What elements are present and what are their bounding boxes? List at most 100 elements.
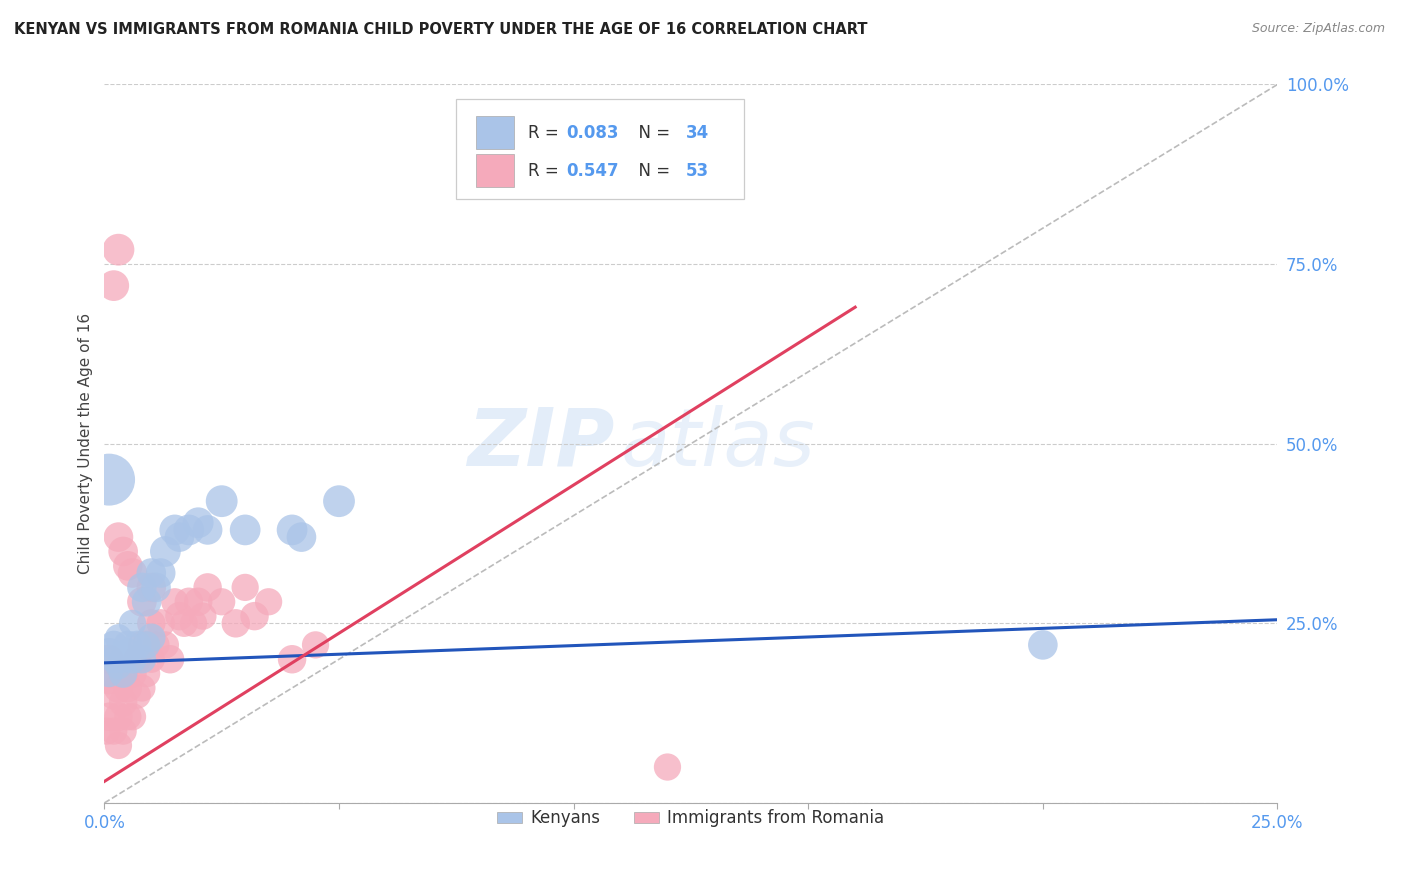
Point [127, 652, 149, 666]
Point [141, 616, 163, 631]
Point [121, 710, 143, 724]
Point [141, 566, 163, 580]
Point [187, 516, 209, 530]
Point [135, 638, 157, 652]
Text: 0.083: 0.083 [567, 124, 619, 142]
Point [141, 581, 163, 595]
Point [98, 673, 121, 688]
Point [163, 523, 186, 537]
Text: R =: R = [527, 124, 564, 142]
Point [107, 710, 129, 724]
Point [187, 595, 209, 609]
Point [211, 595, 233, 609]
Text: KENYAN VS IMMIGRANTS FROM ROMANIA CHILD POVERTY UNDER THE AGE OF 16 CORRELATION : KENYAN VS IMMIGRANTS FROM ROMANIA CHILD … [14, 22, 868, 37]
Point [96, 724, 118, 739]
Point [117, 681, 139, 695]
Point [131, 681, 153, 695]
Point [107, 659, 129, 673]
Text: 0.547: 0.547 [567, 161, 619, 179]
Point [98, 652, 121, 666]
Point [131, 638, 153, 652]
Point [135, 666, 157, 681]
Point [131, 581, 153, 595]
Point [135, 595, 157, 609]
Point [183, 616, 205, 631]
Point [103, 278, 125, 293]
Point [112, 652, 135, 666]
Point [163, 595, 186, 609]
Point [121, 616, 143, 631]
Point [328, 494, 350, 508]
Point [281, 523, 304, 537]
Point [197, 523, 219, 537]
Point [103, 652, 125, 666]
Text: N =: N = [627, 161, 675, 179]
Point [155, 544, 177, 558]
FancyBboxPatch shape [477, 117, 513, 149]
Point [98, 473, 121, 487]
Point [103, 724, 125, 739]
Y-axis label: Child Poverty Under the Age of 16: Child Poverty Under the Age of 16 [79, 313, 93, 574]
FancyBboxPatch shape [477, 154, 513, 186]
Text: ZIP: ZIP [467, 405, 614, 483]
Point [107, 631, 129, 645]
Point [112, 666, 135, 681]
Point [112, 544, 135, 558]
Point [281, 652, 304, 666]
Point [177, 523, 200, 537]
Point [243, 609, 266, 624]
Point [131, 652, 153, 666]
Point [103, 688, 125, 702]
Text: atlas: atlas [620, 405, 815, 483]
Point [149, 566, 172, 580]
Point [173, 616, 195, 631]
Point [191, 609, 214, 624]
Point [1032, 638, 1054, 652]
Point [107, 530, 129, 544]
Legend: Kenyans, Immigrants from Romania: Kenyans, Immigrants from Romania [491, 803, 891, 834]
Point [225, 616, 247, 631]
Point [112, 724, 135, 739]
Point [169, 530, 191, 544]
Point [117, 710, 139, 724]
Text: 53: 53 [686, 161, 710, 179]
FancyBboxPatch shape [457, 99, 744, 200]
Point [121, 566, 143, 580]
Point [112, 666, 135, 681]
Text: R =: R = [527, 161, 564, 179]
Point [145, 581, 167, 595]
Text: N =: N = [627, 124, 675, 142]
Point [127, 688, 149, 702]
Point [169, 609, 191, 624]
Point [98, 666, 121, 681]
Point [159, 652, 181, 666]
Point [149, 616, 172, 631]
Point [155, 638, 177, 652]
Point [121, 666, 143, 681]
Point [211, 494, 233, 508]
Point [145, 638, 167, 652]
Point [233, 581, 256, 595]
Point [107, 243, 129, 257]
Point [117, 638, 139, 652]
Point [290, 530, 312, 544]
Text: Source: ZipAtlas.com: Source: ZipAtlas.com [1251, 22, 1385, 36]
Point [141, 652, 163, 666]
Point [135, 638, 157, 652]
Point [112, 695, 135, 709]
Point [197, 581, 219, 595]
Point [304, 638, 326, 652]
Point [107, 739, 129, 753]
Point [127, 638, 149, 652]
Point [657, 760, 679, 774]
Point [177, 595, 200, 609]
Point [233, 523, 256, 537]
Point [117, 645, 139, 659]
Point [121, 652, 143, 666]
Point [103, 666, 125, 681]
Point [131, 595, 153, 609]
Point [98, 645, 121, 659]
Text: 34: 34 [686, 124, 710, 142]
Point [107, 681, 129, 695]
Point [98, 710, 121, 724]
